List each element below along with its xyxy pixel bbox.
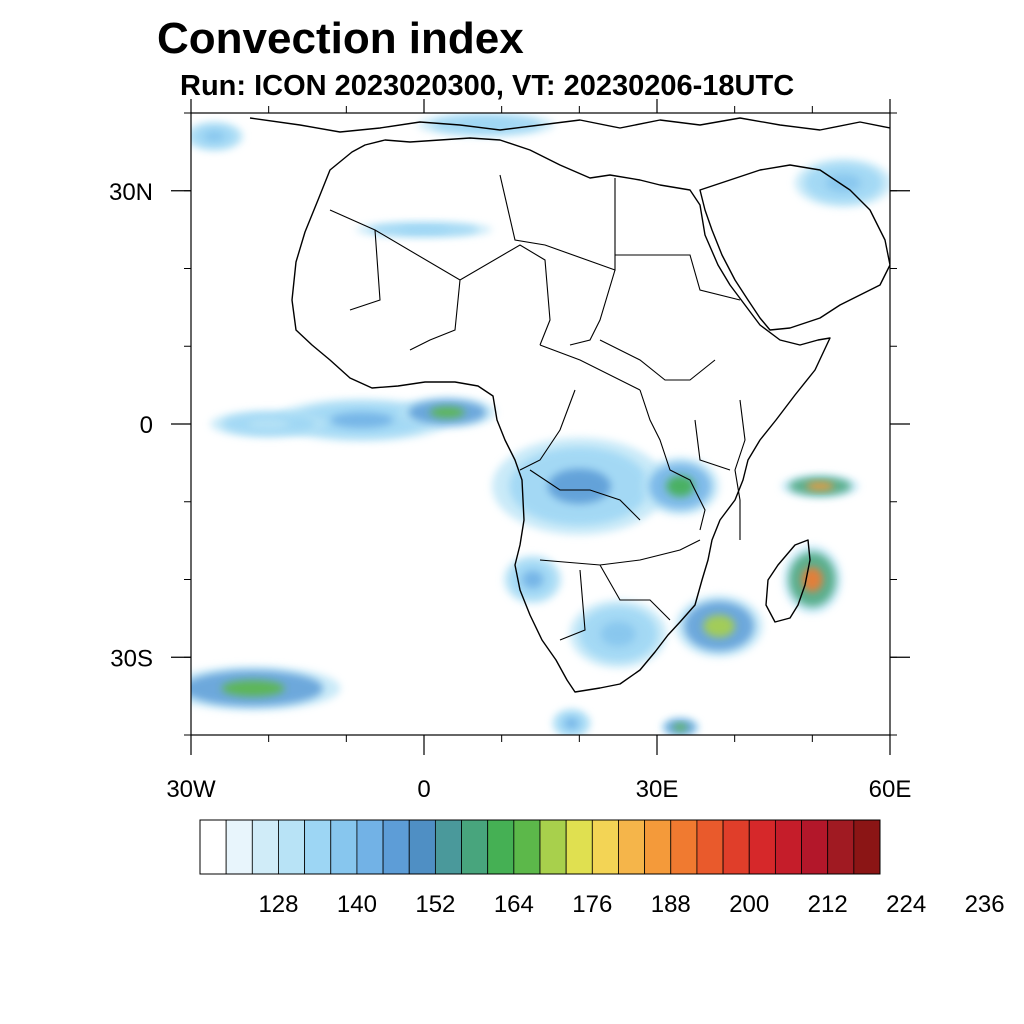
colorbar-label: 224 [886,891,926,918]
madagascar-outline [765,539,811,623]
y-tick-label: 30S [110,645,153,672]
africa-coastline [291,137,831,693]
colorbar-box [330,819,358,875]
colorbar-box [251,819,279,875]
political-borders [329,174,746,641]
colorbar-box [278,819,306,875]
colorbar-box [670,819,698,875]
convection-gulf-of-guinea-core [429,406,465,418]
colorbar-label: 200 [729,891,769,918]
colorbar-box [356,819,384,875]
colorbar-box [748,819,776,875]
convection-atlantic-west-band-core [247,419,290,429]
convection-south-indian-ocean-core [673,723,688,731]
colorbar-box [827,819,855,875]
chart-title: Convection index [157,14,524,63]
colorbar-box [434,819,462,875]
colorbar-box [304,819,332,875]
coastlines [249,117,890,693]
colorbar-label: 188 [651,891,691,918]
y-tick-label: 30N [109,179,153,206]
colorbar-box [774,819,802,875]
colorbar-label: 164 [494,891,534,918]
colorbar-box [722,819,750,875]
convection-south-cape-ocean-core [564,718,579,729]
convection-southern-africa-interior-core [600,621,636,647]
colorbar-box [565,819,593,875]
x-tick-label: 30E [636,776,679,803]
convection-south-atlantic-front-core [221,680,285,697]
y-tick-label: 0 [140,412,153,439]
x-tick-label: 0 [417,776,430,803]
colorbar-box [408,819,436,875]
colorbar-box [618,819,646,875]
convection-congo-basin-core [547,468,611,504]
colorbar-label: 212 [808,891,848,918]
colorbar-box [461,819,489,875]
colorbar: 128 140 152 164 176 188 200 212 224 236 [199,819,1005,918]
colorbar-box [225,819,253,875]
convection-nw-atlantic-corner-core [203,131,225,142]
x-tick-label: 30W [166,776,216,803]
convection-east-africa-tanzania-core [666,475,695,497]
convection-angola-namibia-coast-core [522,570,544,589]
border-lines [329,174,746,641]
convection-arabian-sea-north-core [825,174,861,192]
colorbar-box [853,819,881,875]
colorbar-label: 140 [337,891,377,918]
convection-madagascar-east-core [801,567,823,592]
colorbar-box [644,819,672,875]
colorbar-box [487,819,515,875]
map-axes: 30W 0 30E 60E 30N 0 30S [109,99,911,803]
colorbar-box [513,819,541,875]
colorbar-label: 152 [415,891,455,918]
colorbar-label: 236 [965,891,1005,918]
convection-sahara-jet-streak-core [399,226,449,233]
colorbar-frame [199,819,881,875]
arabia-outline [699,164,890,331]
colorbar-box [696,819,724,875]
convection-indian-ocean-ne-core [806,482,835,491]
convection-equatorial-atlantic-core [330,412,394,428]
colorbar-box [591,819,619,875]
colorbar-label: 176 [572,891,612,918]
europe-edge [249,117,890,133]
convection-mozambique-channel-core [703,614,735,638]
x-tick-label: 60E [869,776,912,803]
colorbar-box [801,819,829,875]
colorbar-label: 128 [258,891,298,918]
colorbar-box [539,819,567,875]
colorbar-box [199,819,227,875]
chart-subtitle: Run: ICON 2023020300, VT: 20230206-18UTC [180,70,795,102]
colorbar-box [382,819,410,875]
